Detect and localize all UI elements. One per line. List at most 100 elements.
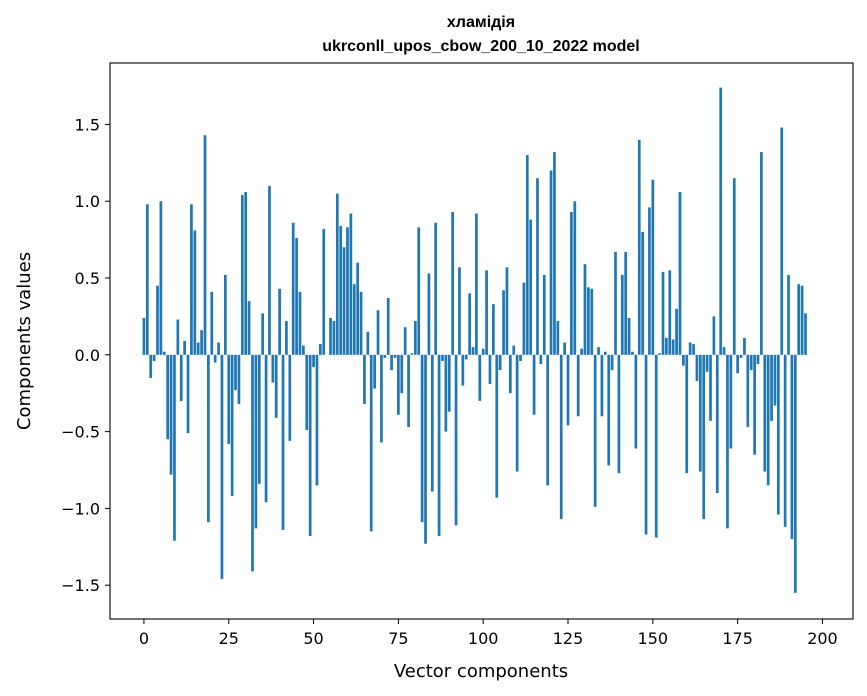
bars-group — [142, 87, 807, 593]
bar-20 — [210, 291, 214, 355]
bar-4 — [156, 285, 159, 355]
y-tick-label: 1.5 — [75, 115, 100, 134]
bar-16 — [196, 342, 200, 355]
bar-102 — [488, 354, 492, 384]
bar-152 — [658, 353, 661, 355]
bar-60 — [346, 227, 349, 355]
bar-1 — [145, 204, 149, 355]
bar-134 — [597, 347, 600, 355]
bar-69 — [376, 310, 380, 355]
bar-128 — [576, 354, 580, 417]
bar-159 — [682, 354, 685, 366]
bar-133 — [593, 354, 597, 507]
bar-2 — [149, 354, 153, 378]
bar-84 — [427, 273, 431, 355]
bar-71 — [383, 354, 387, 358]
bar-6 — [162, 351, 166, 355]
x-axis-ticks: 0 25 50 75 100 125 150 175 200 — [139, 619, 838, 648]
bar-156 — [671, 339, 675, 355]
bar-135 — [600, 354, 604, 417]
bar-35 — [261, 313, 265, 355]
bar-7 — [166, 354, 170, 440]
bar-11 — [179, 354, 183, 401]
bar-160 — [685, 354, 689, 474]
bar-190 — [787, 274, 790, 355]
bar-168 — [712, 316, 716, 355]
bar-181 — [756, 354, 760, 365]
bar-165 — [702, 354, 706, 520]
y-tick-label: −0.5 — [61, 423, 100, 442]
bar-46 — [298, 291, 302, 355]
bar-148 — [644, 354, 648, 535]
bar-38 — [271, 354, 275, 383]
bar-29 — [240, 195, 244, 355]
bar-147 — [641, 231, 645, 355]
bar-171 — [722, 347, 726, 355]
bar-144 — [631, 351, 634, 355]
bar-78 — [407, 354, 410, 428]
bar-27 — [234, 354, 237, 391]
bar-74 — [393, 354, 397, 358]
bar-155 — [668, 270, 672, 355]
x-tick-label: 150 — [638, 629, 669, 648]
bar-174 — [732, 178, 736, 355]
bar-47 — [302, 345, 305, 355]
bar-146 — [637, 139, 641, 355]
bar-108 — [508, 354, 512, 394]
bar-22 — [217, 342, 220, 355]
bar-103 — [492, 304, 495, 355]
bar-73 — [390, 354, 393, 371]
bar-142 — [624, 251, 628, 355]
bar-161 — [688, 342, 692, 355]
bar-132 — [590, 288, 594, 355]
bar-49 — [308, 354, 312, 537]
bar-24 — [223, 274, 227, 355]
bar-5 — [159, 201, 163, 355]
bar-64 — [359, 291, 363, 355]
bar-89 — [444, 354, 448, 432]
bar-178 — [746, 354, 750, 428]
bar-99 — [478, 354, 482, 401]
bar-145 — [634, 354, 638, 449]
bar-106 — [502, 290, 505, 355]
bar-48 — [305, 354, 309, 431]
x-tick-label: 25 — [219, 629, 239, 648]
bar-36 — [264, 354, 268, 503]
bar-61 — [349, 213, 353, 355]
bar-72 — [386, 297, 390, 355]
bar-21 — [213, 354, 217, 363]
x-tick-label: 0 — [139, 629, 149, 648]
bar-12 — [183, 341, 186, 355]
bar-65 — [363, 354, 366, 404]
bar-109 — [512, 345, 516, 355]
bar-19 — [207, 354, 210, 523]
bar-82 — [420, 354, 424, 523]
bar-32 — [251, 354, 254, 572]
bar-92 — [454, 354, 458, 526]
bar-110 — [515, 354, 519, 472]
bar-15 — [193, 230, 197, 355]
y-tick-label: −1.0 — [61, 499, 100, 518]
bar-83 — [424, 354, 427, 544]
bar-140 — [617, 354, 621, 474]
bar-100 — [481, 348, 485, 355]
bar-88 — [441, 354, 444, 361]
bar-62 — [352, 284, 356, 355]
bar-101 — [485, 270, 488, 355]
bar-127 — [573, 201, 577, 355]
bar-175 — [736, 354, 739, 374]
bar-30 — [244, 192, 248, 355]
bar-138 — [610, 354, 614, 371]
bar-86 — [434, 222, 438, 355]
bar-120 — [549, 170, 553, 355]
bar-105 — [498, 354, 502, 371]
bar-185 — [770, 354, 773, 421]
y-tick-label: −1.5 — [61, 576, 100, 595]
bar-91 — [451, 211, 455, 355]
bar-137 — [607, 354, 611, 466]
bar-14 — [190, 204, 193, 355]
bar-87 — [437, 354, 441, 537]
bar-25 — [227, 354, 231, 444]
plot-frame — [109, 62, 854, 620]
